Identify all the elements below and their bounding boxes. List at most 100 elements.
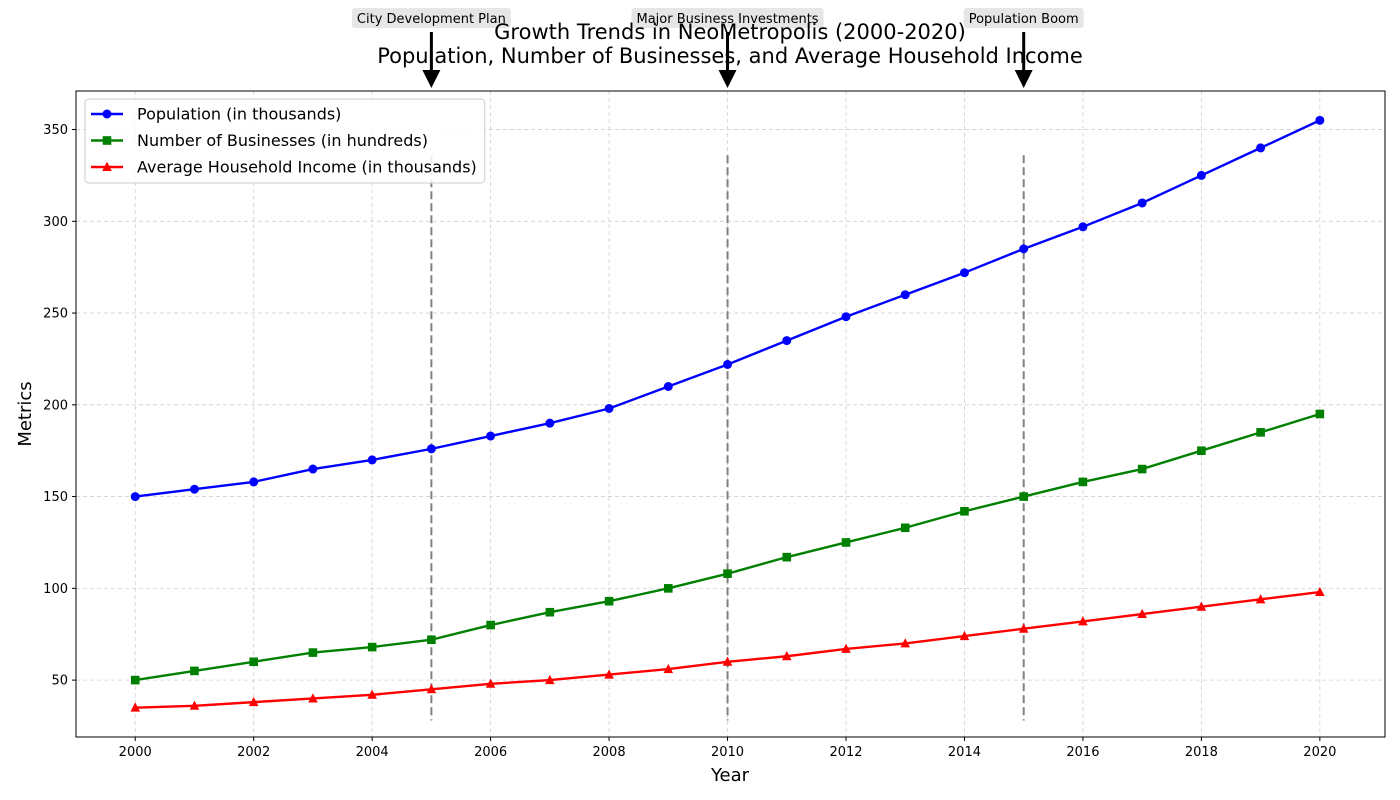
data-point: [249, 477, 259, 487]
data-point: [1196, 170, 1206, 180]
y-tick-label: 100: [43, 582, 68, 597]
annotation-box: [631, 8, 824, 28]
data-point: [485, 678, 496, 688]
data-point: [663, 663, 674, 674]
data-point: [604, 669, 614, 679]
data-point: [130, 702, 141, 712]
x-tick-label: 2008: [593, 745, 626, 760]
annotation: Population Boom: [963, 8, 1084, 88]
data-point: [604, 403, 614, 413]
data-point: [248, 696, 259, 707]
x-axis-label: Year: [710, 765, 750, 786]
y-tick-label: 350: [43, 123, 68, 138]
legend-label: Number of Businesses (in hundreds): [137, 131, 428, 150]
data-point: [1315, 586, 1325, 597]
data-point: [1019, 492, 1028, 501]
data-point: [959, 268, 969, 278]
data-point: [722, 656, 733, 666]
data-point: [1137, 464, 1147, 474]
data-point: [900, 523, 910, 533]
data-point: [1197, 446, 1206, 456]
legend-box: [84, 98, 486, 184]
data-point: [367, 455, 377, 465]
x-tick-label: 2018: [1185, 745, 1218, 760]
data-point: [1255, 594, 1266, 604]
y-axis-label: Metrics: [15, 381, 36, 446]
y-tick-label: 50: [51, 674, 68, 689]
chart-title: Growth Trends in NeoMetropolis (2000-202…: [494, 20, 966, 44]
data-point: [102, 109, 112, 119]
data-point: [102, 161, 112, 171]
data-point: [102, 136, 112, 145]
annotation: City Development Plan: [351, 8, 511, 88]
data-point: [1315, 409, 1325, 419]
data-point: [427, 635, 436, 645]
data-point: [664, 584, 673, 593]
annotation-box: [351, 8, 511, 28]
data-point: [1018, 623, 1029, 633]
annotation-arrow-head: [1014, 70, 1033, 88]
grid: [76, 91, 1385, 737]
data-point: [900, 290, 910, 300]
data-point: [189, 484, 199, 494]
data-point: [1019, 244, 1029, 254]
annotation-lines: [430, 155, 1025, 721]
data-point: [841, 643, 851, 653]
plot-frame: [75, 90, 1386, 738]
data-point: [663, 381, 673, 391]
x-tick-label: 2010: [711, 745, 744, 760]
x-tick-label: 2012: [829, 745, 862, 760]
x-tick-label: 2004: [356, 745, 389, 760]
annotation-box: [963, 8, 1084, 28]
data-point: [1078, 616, 1088, 626]
x-tick-label: 2000: [119, 745, 152, 760]
data-point: [1256, 428, 1265, 437]
data-point: [1256, 143, 1266, 153]
data-point: [723, 359, 733, 369]
annotation-arrow-head: [718, 70, 737, 88]
data-point: [308, 464, 318, 474]
data-point: [130, 675, 140, 685]
data-point: [1315, 115, 1325, 125]
annotation-label: City Development Plan: [357, 12, 506, 27]
data-point: [960, 506, 969, 516]
data-point: [367, 689, 377, 699]
series-2: [130, 409, 1325, 685]
data-point: [189, 700, 200, 710]
data-point: [959, 630, 970, 641]
data-point: [1137, 198, 1147, 208]
data-point: [782, 336, 792, 346]
series-1: [130, 115, 1325, 502]
y-tick-label: 150: [43, 490, 68, 505]
data-point: [130, 492, 140, 502]
x-tick-label: 2006: [474, 745, 507, 760]
x-tick-label: 2016: [1066, 745, 1099, 760]
data-point: [900, 638, 911, 648]
legend-label: Population (in thousands): [137, 105, 341, 124]
annotation-label: Major Business Investments: [636, 12, 818, 27]
annotation-label: Population Boom: [969, 12, 1079, 27]
data-point: [1078, 222, 1088, 232]
data-point: [604, 596, 614, 606]
annotation-arrow-head: [422, 70, 441, 88]
data-point: [1137, 608, 1147, 619]
data-point: [190, 666, 199, 676]
y-axis: 50 100 150 200 250 300 350: [43, 123, 76, 689]
data-point: [545, 674, 555, 685]
legend-label: Average Household Income (in thousands): [137, 158, 477, 177]
annotations: City Development Plan Major Business Inve…: [351, 8, 1084, 88]
data-point: [426, 444, 436, 454]
data-point: [1196, 601, 1207, 611]
data-point: [841, 312, 851, 322]
data-point: [782, 552, 792, 562]
data-point: [723, 569, 732, 578]
data-point: [486, 620, 495, 630]
data-point: [545, 418, 555, 428]
y-tick-label: 250: [43, 307, 68, 322]
data-point: [426, 684, 437, 694]
data-point: [486, 431, 496, 441]
y-tick-label: 200: [43, 398, 68, 413]
legend-entry: Population (in thousands): [91, 105, 341, 124]
chart-subtitle: Population, Number of Businesses, and Av…: [377, 44, 1083, 68]
